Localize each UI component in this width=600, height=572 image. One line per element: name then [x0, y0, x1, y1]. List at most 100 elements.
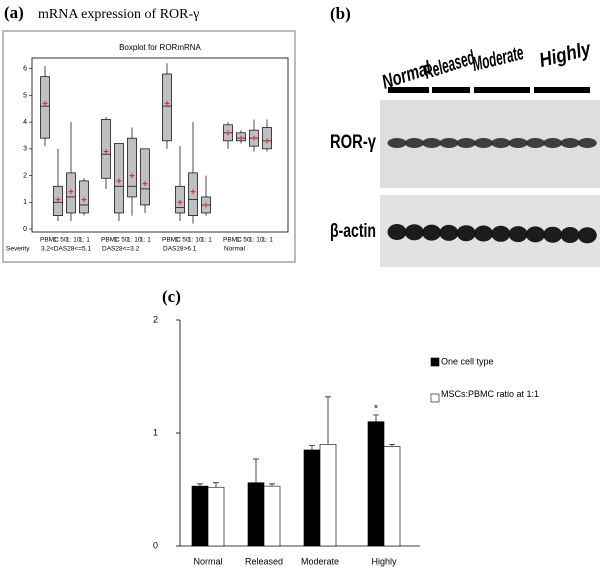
blot-band: [525, 226, 545, 243]
mean-marker: [68, 189, 74, 195]
x-tick-label: Normal: [193, 556, 222, 566]
x-tick-label: 1: 10: [249, 237, 264, 244]
error-bar: [197, 483, 203, 487]
legend-label: MSCs:PBMC ratio at 1:1: [441, 389, 540, 399]
y-tick-label: 3: [23, 146, 27, 153]
x-tick-label: 1: 1: [262, 237, 273, 244]
mean-marker: [203, 202, 209, 208]
mean-marker: [251, 135, 257, 141]
box: [188, 172, 198, 216]
mean-marker: [264, 138, 270, 144]
mean-marker: [225, 130, 231, 136]
chart-title: Boxplot for RORmRNA: [119, 43, 201, 52]
y-tick-label: 1: [23, 199, 27, 206]
x-tick-label: PBMC: [40, 237, 59, 244]
mean-marker: [177, 199, 183, 205]
panel-label: (a): [4, 3, 24, 22]
blot-band: [456, 138, 476, 148]
bar: [367, 421, 385, 547]
lane-bar: [534, 87, 590, 93]
x-tick-label: Released: [245, 556, 283, 566]
panel-label: (b): [330, 4, 351, 23]
y-tick-label: 0: [23, 226, 27, 233]
group-label: DAS28<=3.2: [102, 246, 140, 253]
mean-marker: [42, 100, 48, 106]
legend-swatch: [430, 393, 440, 403]
y-tick-label: 6: [23, 66, 27, 73]
blot-band: [404, 224, 424, 241]
blot-band: [525, 138, 545, 148]
x-tick-label: 1: 50: [236, 237, 251, 244]
x-tick-label: 1: 1: [79, 237, 90, 244]
bar: [319, 443, 337, 547]
y-tick-label: 5: [23, 92, 27, 99]
blot-band: [474, 225, 493, 242]
blot-column-label: Moderate: [470, 42, 526, 76]
box: [175, 185, 185, 214]
mean-marker: [116, 178, 122, 184]
blot-row-label: β-actin: [330, 221, 376, 242]
panel-label: (c): [162, 287, 181, 306]
blot-column-label: Highly: [537, 38, 593, 72]
box: [114, 143, 124, 214]
annotation: *: [374, 404, 378, 415]
group-axis-label: Severity: [6, 246, 30, 253]
legend-swatch: [430, 357, 440, 367]
mean-marker: [164, 100, 170, 106]
bar: [263, 485, 281, 547]
bar: [207, 486, 225, 547]
error-bar: [213, 482, 219, 488]
x-tick-label: 1: 10: [188, 237, 203, 244]
box: [40, 76, 50, 139]
bar: [383, 446, 401, 547]
x-tick-label: 1: 10: [66, 237, 81, 244]
bar: [303, 449, 321, 547]
box: [162, 73, 172, 142]
error-bar: [309, 445, 315, 450]
blot-band: [422, 224, 442, 241]
mean-marker: [129, 173, 135, 179]
group-label: DAS28>6.1: [163, 246, 197, 253]
mean-marker: [81, 197, 87, 203]
blot-band: [439, 138, 459, 148]
blot-band: [508, 138, 528, 148]
bar: [247, 482, 265, 547]
box: [127, 137, 137, 198]
blot-band: [387, 138, 407, 148]
blot-band: [543, 226, 563, 243]
x-tick-label: Highly: [371, 556, 397, 566]
blot-band: [387, 224, 407, 240]
y-tick-label: 1: [153, 427, 158, 437]
bar: [191, 485, 209, 547]
error-bar: [373, 414, 379, 422]
group-label: Normal: [224, 246, 246, 253]
y-tick-label: 2: [23, 172, 27, 179]
x-tick-label: PBMC: [223, 237, 242, 244]
y-tick-label: 4: [23, 119, 27, 126]
blot-column-label: Released: [421, 47, 478, 84]
x-tick-label: 1: 50: [175, 237, 190, 244]
error-bar: [325, 396, 331, 445]
blot-band: [560, 138, 580, 148]
x-tick-label: 1: 50: [114, 237, 129, 244]
blot-band: [543, 138, 563, 148]
x-tick-label: PBMC: [162, 237, 181, 244]
x-tick-label: 1: 50: [53, 237, 68, 244]
legend-label: One cell type: [441, 356, 494, 366]
lane-bar: [474, 87, 530, 93]
box: [101, 119, 111, 179]
blot-row-label: ROR-γ: [330, 132, 376, 153]
box: [140, 148, 150, 206]
mean-marker: [103, 149, 109, 155]
blot-band: [439, 224, 459, 241]
error-bar: [269, 483, 275, 487]
x-tick-label: 1: 10: [127, 237, 142, 244]
blot-band: [491, 225, 511, 242]
blot-band: [560, 227, 580, 243]
y-tick-label: 0: [153, 540, 158, 550]
mean-marker: [190, 189, 196, 195]
panel-title: mRNA expression of ROR-γ: [38, 7, 199, 22]
y-tick-label: 2: [153, 314, 158, 324]
mean-marker: [142, 181, 148, 187]
